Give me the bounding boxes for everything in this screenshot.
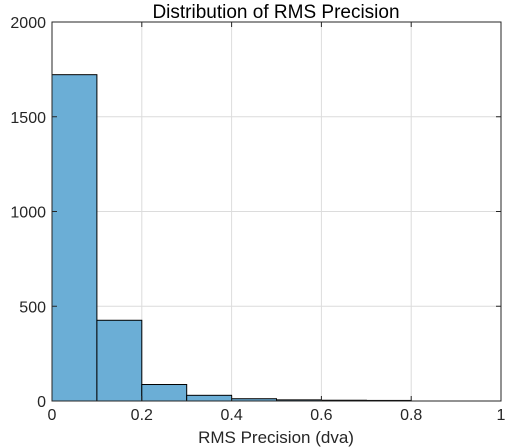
x-tick-label: 1 xyxy=(497,407,506,424)
y-axis-ticks: 0 500 1000 1500 2000 xyxy=(10,15,501,411)
y-tick-label: 500 xyxy=(19,299,46,316)
x-tick-label: 0.6 xyxy=(310,407,332,424)
x-tick-label: 0.2 xyxy=(131,407,153,424)
x-tick-label: 0.4 xyxy=(220,407,242,424)
x-axis-ticks: 0 0.2 0.4 0.6 0.8 1 xyxy=(48,22,506,424)
y-tick-label: 0 xyxy=(37,394,46,411)
y-tick-label: 2000 xyxy=(10,15,46,32)
histogram-bar xyxy=(186,394,233,402)
histogram-bar xyxy=(51,74,98,402)
histogram-bar xyxy=(141,384,188,402)
x-axis-label: RMS Precision (dva) xyxy=(198,428,354,447)
x-tick-label: 0.8 xyxy=(400,407,422,424)
histogram-bar xyxy=(96,319,143,402)
y-tick-label: 1000 xyxy=(10,205,46,222)
x-tick-label: 0 xyxy=(48,407,57,424)
histogram-bars xyxy=(51,74,412,402)
chart-title: Distribution of RMS Precision xyxy=(152,2,399,23)
y-tick-label: 1500 xyxy=(10,110,46,127)
